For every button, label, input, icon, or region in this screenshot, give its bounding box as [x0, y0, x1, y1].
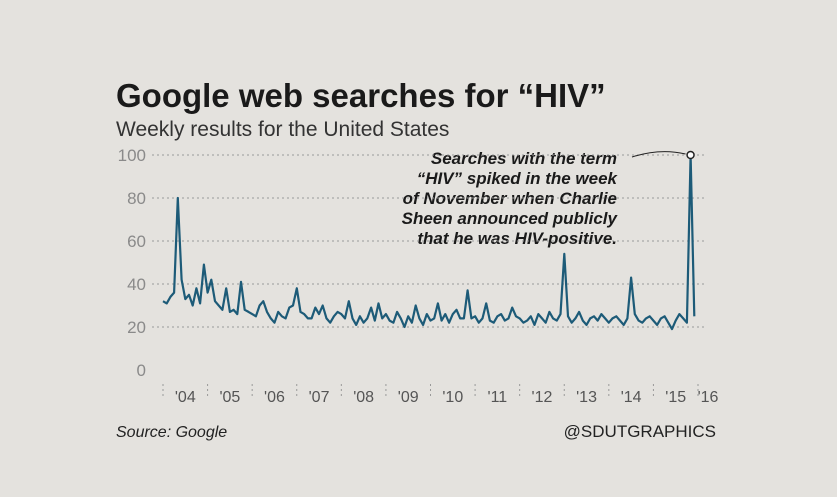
- x-tick-label: '07: [309, 389, 330, 406]
- y-tick-label: 0: [137, 361, 146, 380]
- x-tick-label: '13: [576, 389, 597, 406]
- x-tick-label: '09: [398, 389, 419, 406]
- x-tick-label: '08: [353, 389, 374, 406]
- chart-subtitle: Weekly results for the United States: [116, 118, 449, 141]
- source: Source: Google: [116, 424, 227, 441]
- annotation-arrow: [631, 151, 686, 158]
- x-tick-label: '10: [442, 389, 463, 406]
- annotation-line: of November when Charlie: [403, 189, 617, 208]
- x-tick-label: '04: [175, 389, 196, 406]
- x-tick-label: '15: [665, 389, 686, 406]
- x-tick-label: '12: [532, 389, 553, 406]
- y-tick-label: 100: [118, 146, 146, 165]
- x-tick-label: '14: [621, 389, 642, 406]
- annotation: Searches with the term“HIV” spiked in th…: [402, 149, 619, 248]
- line: [162, 153, 696, 331]
- annotation-line: that he was HIV-positive.: [417, 229, 617, 248]
- x-tick-label: '11: [488, 389, 508, 406]
- annotation-line: Searches with the term: [431, 149, 617, 168]
- credit: @SDUTGRAPHICS: [564, 422, 716, 441]
- chart-title: Google web searches for “HIV”: [116, 77, 606, 114]
- x-tick-label: '16: [698, 389, 719, 406]
- peak-marker: [686, 150, 695, 160]
- x-tick-label: '06: [264, 389, 285, 406]
- y-tick-label: 20: [127, 318, 146, 337]
- y-tick-label: 80: [127, 189, 146, 208]
- y-tick-label: 60: [127, 232, 146, 251]
- x-tick-label: '05: [219, 389, 240, 406]
- annotation-line: “HIV” spiked in the week: [417, 169, 619, 188]
- y-tick-label: 40: [127, 275, 146, 294]
- annotation-line: Sheen announced publicly: [402, 209, 619, 228]
